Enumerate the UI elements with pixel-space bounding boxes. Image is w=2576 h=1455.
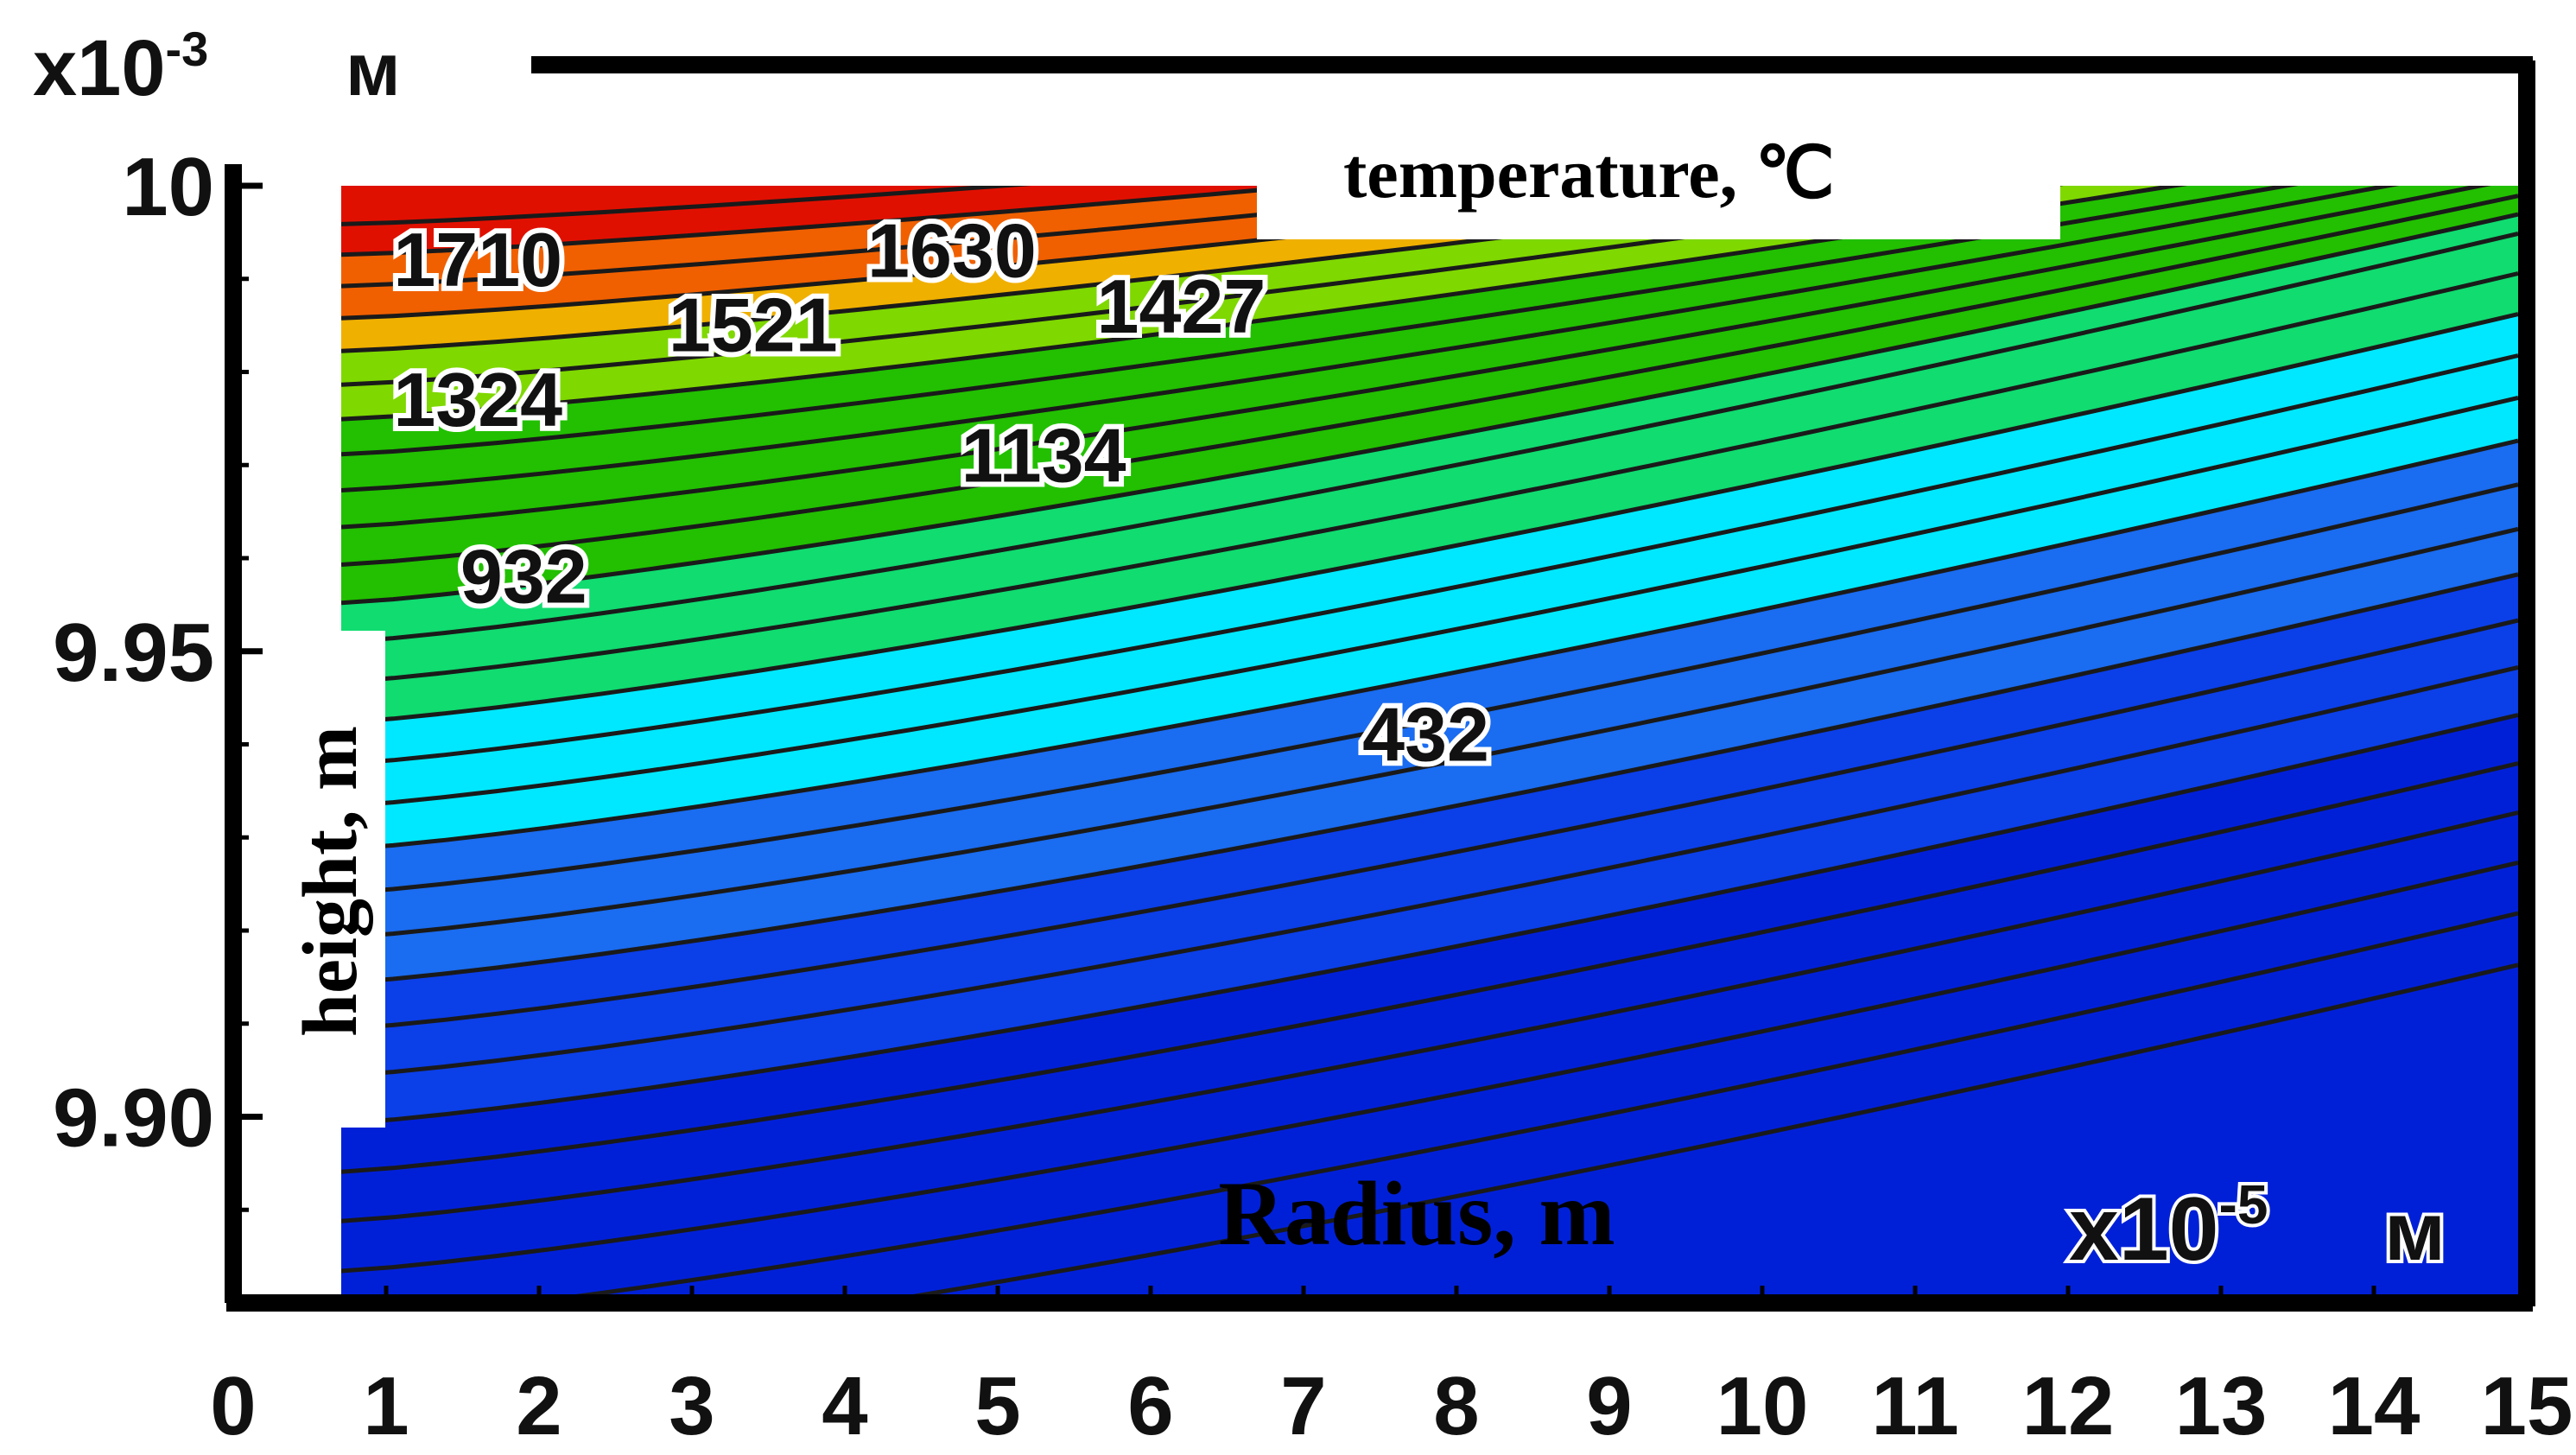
temperature-band [341, 186, 563, 194]
isoline [341, 860, 2519, 1274]
isoline [341, 664, 2519, 1078]
x-tick-label: 15 [2481, 1360, 2573, 1452]
x-multiplier-base: x10 [2069, 1179, 2219, 1280]
isoline [341, 186, 1333, 257]
x-tick-label: 8 [1433, 1360, 1479, 1452]
x-tick-label: 7 [1280, 1360, 1326, 1452]
isoline [341, 353, 2519, 766]
x-tick-label: 11 [1871, 1360, 1958, 1452]
contour-value-label: 1521 [669, 283, 838, 368]
isoline [341, 271, 2519, 684]
isoline [341, 186, 2064, 387]
x-multiplier-unit: м [2384, 1185, 2446, 1278]
x-multiplier: x10-5 м [2065, 1170, 2449, 1283]
x-tick-label: 12 [2022, 1360, 2115, 1452]
isoline [876, 963, 2519, 1300]
isoline [341, 713, 2519, 1126]
isoline [341, 186, 2400, 492]
plot-area [341, 186, 2527, 1300]
y-axis-title: height, m [288, 726, 373, 1037]
isoline [341, 526, 2519, 940]
x-ticks: 0 1 2 3 4 5 6 7 8 9 10 11 12 13 14 15 [210, 1286, 2573, 1452]
x-tick-label: 4 [822, 1360, 867, 1452]
x-tick-label: 6 [1127, 1360, 1173, 1452]
isoline [341, 572, 2519, 985]
x-tick-label: 0 [210, 1360, 256, 1452]
ylabel-box [275, 631, 385, 1128]
isoline [341, 482, 2519, 895]
contour-value-label: 1630 [867, 207, 1037, 293]
x-tick-label: 14 [2328, 1360, 2421, 1452]
x-multiplier-exponent: -5 [2219, 1173, 2268, 1236]
contour-value-label: 1324 [393, 357, 562, 442]
isoline [341, 186, 2188, 422]
isoline [341, 810, 2519, 1223]
y-multiplier-base: x10 [33, 24, 166, 112]
contour-value-label: 1427 [1097, 264, 1266, 349]
y-multiplier: x10-3 м [33, 22, 401, 112]
y-tick-label: 9.95 [53, 607, 214, 699]
x-tick-label: 2 [516, 1360, 562, 1452]
x-tick-label: 5 [974, 1360, 1020, 1452]
x-axis-title: Radius, m [1218, 1163, 1615, 1264]
title-box [1257, 140, 2060, 239]
x-tick-label: 1 [363, 1360, 409, 1452]
x-tick-label: 10 [1716, 1360, 1809, 1452]
contour-value-label: 1134 [961, 412, 1126, 498]
x-tick-label: 3 [669, 1360, 714, 1452]
y-tick-label: 10 [122, 141, 214, 233]
isoline [341, 186, 1032, 226]
y-tick-label: 9.90 [53, 1072, 214, 1165]
y-multiplier-unit: м [346, 29, 401, 111]
contour-value-label: 432 [1362, 692, 1489, 778]
isoline [341, 194, 2519, 567]
contour-value-label: 1710 [393, 217, 562, 302]
x-tick-label: 13 [2175, 1360, 2268, 1452]
isoline [341, 186, 1923, 353]
x-tick-label: 9 [1586, 1360, 1632, 1452]
isoline [341, 312, 2519, 725]
isoline [341, 761, 2519, 1174]
isoline [341, 186, 2491, 530]
isoline [530, 911, 2519, 1300]
isoline [341, 231, 2519, 645]
chart-title: temperature, ℃ [1343, 134, 1835, 213]
isoline [341, 618, 2519, 1032]
contour-value-label: 932 [460, 534, 587, 619]
isoline [341, 186, 2299, 457]
svg-text:x10-3: x10-3 [33, 22, 208, 112]
svg-text:x10-5: x10-5 [2069, 1173, 2268, 1280]
y-ticks: 10 9.95 9.90 [53, 141, 263, 1306]
isoline [341, 212, 2519, 606]
y-multiplier-exponent: -3 [166, 22, 209, 76]
contour-labels: 1710 1630 1521 1427 1324 1134 932 432 [388, 202, 1494, 782]
isoline [341, 395, 2519, 809]
isoline [341, 438, 2519, 852]
